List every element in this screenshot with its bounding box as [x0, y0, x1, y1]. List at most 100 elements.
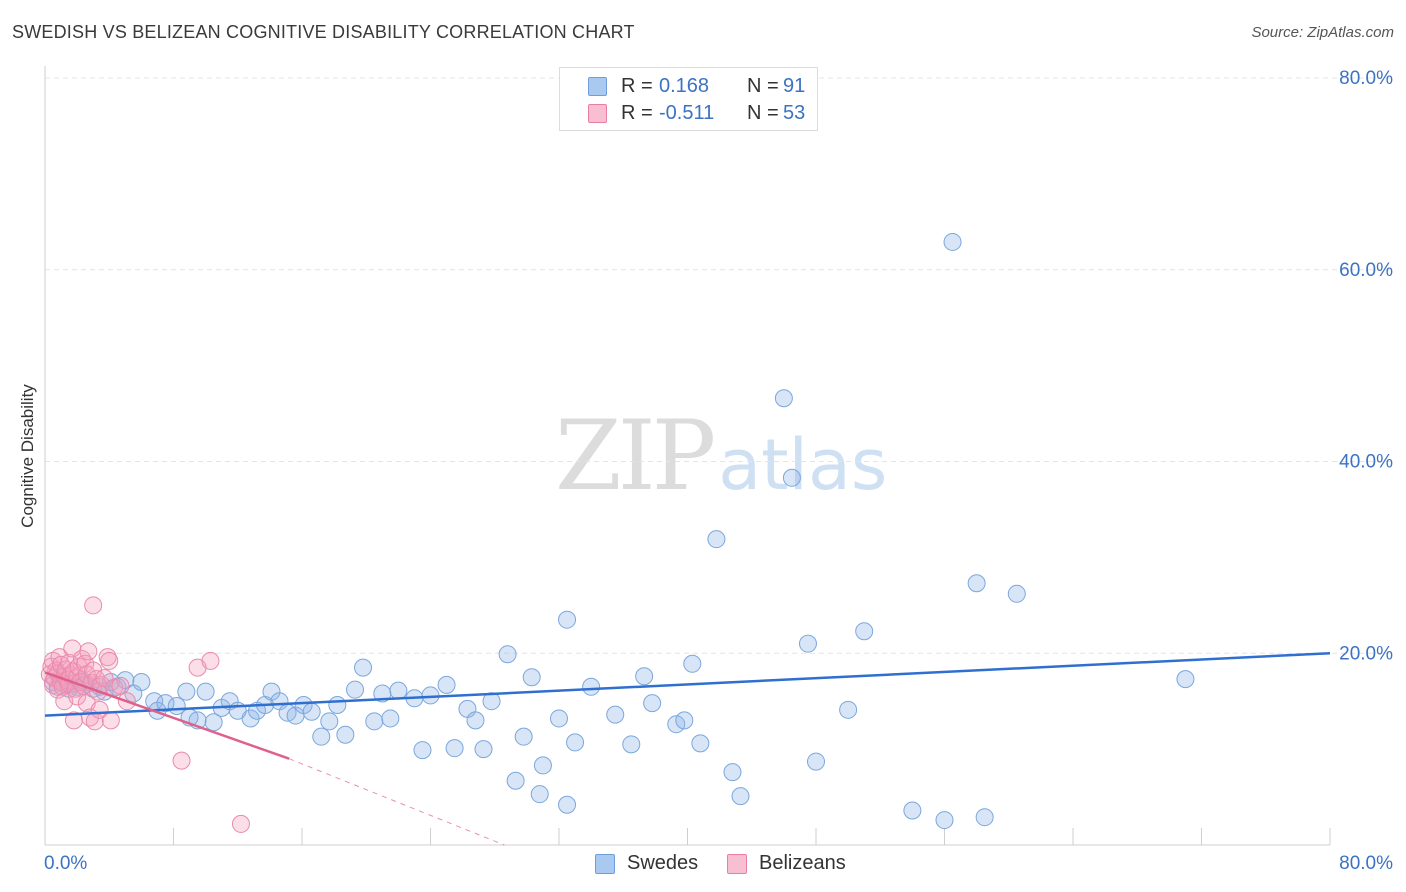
series-legend-swedes[interactable]: Swedes: [595, 852, 698, 875]
chart-title: SWEDISH VS BELIZEAN COGNITIVE DISABILITY…: [12, 22, 635, 42]
swedes-point: [675, 711, 694, 730]
legend-r-value: -0.511: [659, 101, 715, 124]
legend-n-label: N =: [747, 101, 779, 124]
swedes-point: [1176, 670, 1195, 689]
belizeans-points: [40, 596, 250, 833]
y-tick-label: 80.0%: [1339, 68, 1393, 89]
y-tick-label: 20.0%: [1339, 643, 1393, 664]
swedes-point: [943, 232, 962, 251]
swedes-point: [1007, 584, 1026, 603]
swedes-point: [643, 694, 662, 713]
swedes-trend-line: [44, 652, 1331, 717]
legend-n-value: 91: [783, 74, 806, 97]
swedes-point: [413, 741, 432, 760]
y-axis-label: Cognitive Disability: [18, 384, 37, 528]
swedes-point: [132, 673, 151, 692]
swedes-point: [445, 739, 464, 758]
swedes-point: [723, 763, 742, 782]
swedes-point: [975, 808, 994, 827]
swedes-point: [466, 711, 485, 730]
swedes-point: [506, 771, 525, 790]
swedes-point: [731, 787, 750, 806]
belizeans-point: [95, 669, 114, 688]
belizeans-point: [101, 711, 120, 730]
swedes-point: [839, 700, 858, 719]
y-tick-label: 40.0%: [1339, 452, 1393, 473]
swedes-point: [606, 705, 625, 724]
swedes-point: [156, 694, 175, 713]
swedes-point: [514, 727, 533, 746]
legend-n-value: 53: [783, 101, 806, 124]
gridlines: [45, 77, 1392, 654]
swedes-point: [320, 712, 339, 731]
swedes-point: [381, 709, 400, 728]
source-credit: Source: ZipAtlas.com: [1251, 24, 1394, 41]
series-label-swedes: Swedes: [627, 852, 699, 874]
legend-n-label: N =: [747, 74, 779, 97]
belizeans-point: [68, 687, 87, 706]
trend-lines: [44, 652, 1331, 846]
belizeans-point: [79, 642, 98, 661]
legend-r-value: 0.168: [659, 74, 710, 97]
swedes-point: [389, 681, 408, 700]
y-tick-label: 60.0%: [1339, 260, 1393, 281]
belizeans-point: [231, 814, 250, 833]
belizeans-trend-extension: [288, 758, 505, 846]
swedes-point: [522, 668, 541, 687]
swedes-point: [328, 696, 347, 715]
swedes-point: [855, 622, 874, 641]
swedes-point: [196, 682, 215, 701]
swedes-point: [312, 727, 331, 746]
swedes-point: [530, 785, 549, 804]
series-label-belizeans: Belizeans: [759, 852, 846, 874]
x-tick-label: 80.0%: [1339, 853, 1393, 874]
swedes-point: [903, 801, 922, 820]
belizeans-point: [172, 751, 191, 770]
swedes-point: [550, 709, 568, 728]
x-tick-label: 0.0%: [44, 853, 87, 874]
swedes-point: [707, 530, 726, 549]
swedes-point: [558, 795, 577, 814]
belizeans-point: [84, 596, 103, 615]
series-legend: Swedes Belizeans: [0, 852, 1406, 878]
belizeans-point: [100, 651, 119, 670]
swedes-point: [302, 702, 321, 721]
swedes-point: [782, 468, 801, 487]
swedes-point: [935, 811, 954, 830]
swedes-point: [437, 675, 456, 694]
swedes-point: [807, 752, 825, 771]
swedes-point: [558, 610, 577, 629]
swedes-point: [635, 667, 654, 686]
swedes-points: [44, 232, 1195, 830]
swedes-point: [622, 735, 641, 754]
swedes-point: [533, 756, 552, 775]
zipatlas-watermark: ZIPatlas: [555, 400, 887, 512]
legend-swatch-belizeans: [588, 103, 607, 123]
swedes-point: [566, 733, 585, 752]
legend-r-label: R =: [621, 74, 653, 97]
swedes-point: [365, 712, 384, 731]
legend-r-label: R =: [621, 101, 653, 124]
swedes-point: [177, 682, 196, 701]
swedes-point: [683, 654, 702, 673]
series-swatch-swedes: [595, 853, 615, 874]
legend-swatch-swedes: [588, 76, 607, 96]
belizeans-point: [201, 651, 220, 670]
swedes-point: [336, 725, 355, 744]
swedes-point: [691, 734, 710, 753]
swedes-point: [354, 658, 373, 677]
swedes-point: [774, 389, 793, 408]
watermark-atlas: atlas: [718, 424, 888, 506]
swedes-point: [474, 740, 493, 759]
swedes-point: [241, 709, 260, 728]
belizeans-trend-line: [44, 671, 290, 760]
belizeans-point: [111, 676, 130, 695]
swedes-point: [346, 680, 365, 699]
legend-row-belizeans: R = -0.511 N = 53: [560, 101, 805, 125]
swedes-point: [967, 574, 986, 593]
legend-row-swedes: R = 0.168 N = 91: [560, 74, 805, 98]
swedes-point: [798, 634, 817, 653]
series-swatch-belizeans: [727, 853, 747, 874]
series-legend-belizeans[interactable]: Belizeans: [727, 852, 846, 875]
